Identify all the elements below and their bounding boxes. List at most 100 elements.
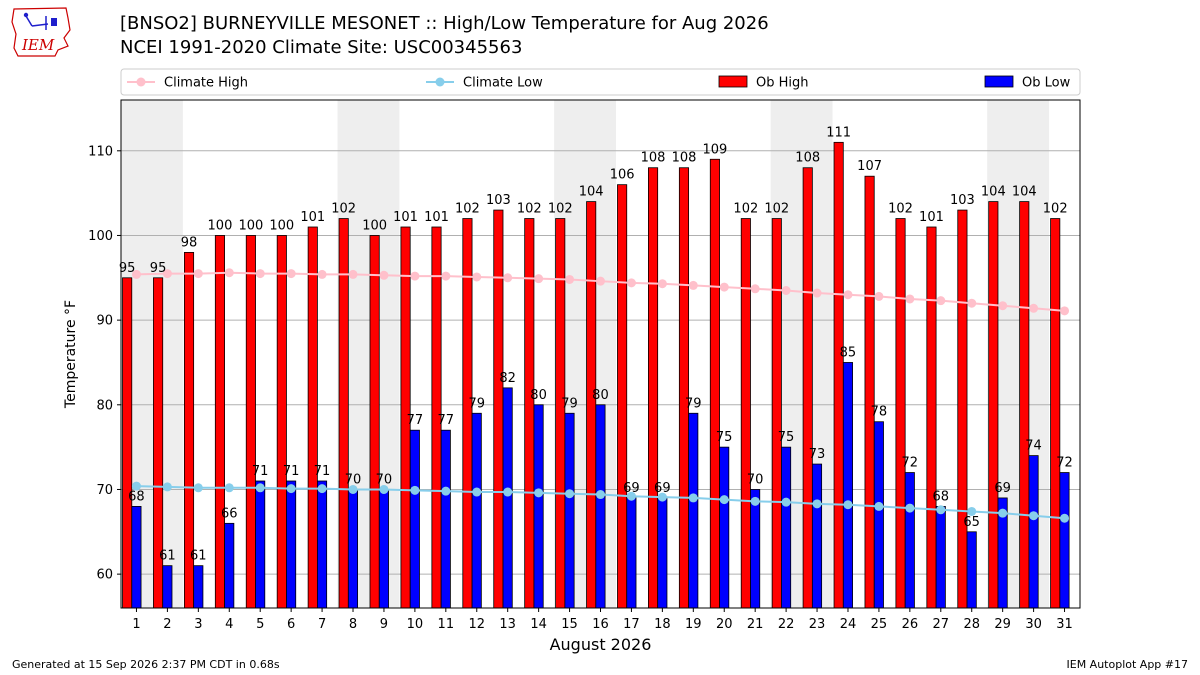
ob-high-label: 100 <box>208 218 233 233</box>
ob-high-bar <box>338 218 349 609</box>
x-tick-label: 14 <box>530 617 547 632</box>
climate-low-point <box>317 484 327 494</box>
ob-high-label: 102 <box>331 202 356 217</box>
ob-low-bar <box>842 362 853 609</box>
x-tick-label: 29 <box>994 617 1011 632</box>
ob-high-bar <box>276 235 287 609</box>
ob-low-label: 78 <box>871 405 888 420</box>
ob-high-label: 98 <box>181 235 198 250</box>
x-axis-label: August 2026 <box>550 635 652 654</box>
climate-low-point <box>472 487 482 497</box>
climate-high-point <box>317 269 327 279</box>
y-tick-label: 70 <box>96 483 113 498</box>
ob-low-bar <box>224 522 235 609</box>
climate-high-point <box>503 273 513 283</box>
x-tick-label: 5 <box>256 617 264 632</box>
legend-label: Ob High <box>756 76 809 91</box>
ob-low-label: 69 <box>994 481 1011 496</box>
ob-low-label: 61 <box>190 549 207 564</box>
x-tick-label: 30 <box>1025 617 1042 632</box>
generated-timestamp: Generated at 15 Sep 2026 2:37 PM CDT in … <box>12 658 280 671</box>
ob-low-bar <box>471 412 482 609</box>
y-tick-label: 110 <box>88 144 113 159</box>
ob-high-label: 108 <box>795 151 820 166</box>
climate-high-point <box>626 278 636 288</box>
climate-high-point <box>657 279 667 289</box>
x-tick-label: 24 <box>840 617 857 632</box>
ob-low-bar <box>533 404 544 609</box>
x-tick-label: 15 <box>561 617 578 632</box>
ob-low-label: 71 <box>314 464 331 479</box>
x-tick-label: 27 <box>933 617 950 632</box>
climate-low-point <box>874 501 884 511</box>
y-tick-label: 100 <box>88 229 113 244</box>
ob-high-label: 101 <box>393 210 418 225</box>
ob-high-label: 109 <box>703 142 728 157</box>
ob-high-label: 111 <box>826 125 851 140</box>
ob-high-label: 103 <box>950 193 975 208</box>
chart-title: [BNSO2] BURNEYVILLE MESONET :: High/Low … <box>120 13 769 34</box>
climate-high-point <box>936 296 946 306</box>
ob-high-label: 95 <box>150 261 167 276</box>
climate-low-point <box>286 484 296 494</box>
y-tick-label: 80 <box>96 398 113 413</box>
ob-low-label: 72 <box>902 456 919 471</box>
ob-low-bar <box>347 489 359 609</box>
ob-low-label: 70 <box>376 472 393 487</box>
ob-low-label: 80 <box>530 388 547 403</box>
bar-marks <box>122 141 1070 609</box>
climate-low-point <box>565 489 575 499</box>
ob-low-bar <box>626 497 637 609</box>
ob-high-label: 102 <box>517 202 542 217</box>
ob-high-label: 100 <box>238 218 263 233</box>
ob-low-bar <box>255 480 266 609</box>
climate-high-point <box>162 269 172 279</box>
ob-low-bar <box>750 489 761 609</box>
climate-low-point <box>224 483 234 493</box>
ob-low-bar <box>904 472 915 609</box>
climate-lines <box>131 268 1070 523</box>
x-tick-label: 4 <box>225 617 233 632</box>
x-tick-label: 10 <box>407 617 424 632</box>
ob-high-label: 102 <box>455 202 480 217</box>
ob-high-label: 100 <box>269 218 294 233</box>
ob-low-bar <box>1059 472 1070 609</box>
climate-low-point <box>781 497 791 507</box>
ob-low-label: 68 <box>932 489 949 504</box>
ob-high-bar <box>1050 218 1061 609</box>
climate-low-point <box>750 496 760 506</box>
ob-high-bar <box>771 218 782 609</box>
ob-low-label: 69 <box>654 481 671 496</box>
climate-high-point <box>1060 306 1070 316</box>
ob-low-bar <box>781 446 792 609</box>
ob-high-label: 106 <box>610 168 635 183</box>
legend-box <box>120 68 1081 96</box>
climate-high-point <box>967 298 977 308</box>
ob-high-bar <box>1019 201 1030 609</box>
climate-low-point <box>596 490 605 500</box>
data-labels: 95 68 95 61 98 61 100 66 100 71 100 71 101 71 102 70 100… <box>119 125 1073 563</box>
x-tick-label: 25 <box>871 617 888 632</box>
ob-low-label: 66 <box>221 506 238 521</box>
ob-high-bar <box>864 175 875 609</box>
climate-low-point <box>441 486 451 496</box>
ob-low-label: 75 <box>716 430 733 445</box>
climate-low-point <box>410 485 420 495</box>
ob-high-bar <box>586 201 597 609</box>
ob-low-label: 85 <box>840 345 857 360</box>
ob-low-bar <box>719 446 730 609</box>
climate-low-point <box>503 487 513 497</box>
x-tick-label: 2 <box>163 617 171 632</box>
ob-high-bar <box>833 141 844 609</box>
ob-low-bar <box>316 480 328 609</box>
ob-high-label: 107 <box>857 159 882 174</box>
chart-subtitle: NCEI 1991-2020 Climate Site: USC00345563 <box>120 37 523 58</box>
ob-low-bar <box>409 429 420 609</box>
climate-low-point <box>936 505 946 515</box>
climate-low-point <box>998 508 1008 518</box>
x-tick-label: 3 <box>194 617 202 632</box>
ob-high-label: 103 <box>486 193 511 208</box>
climate-low-point <box>843 500 853 510</box>
